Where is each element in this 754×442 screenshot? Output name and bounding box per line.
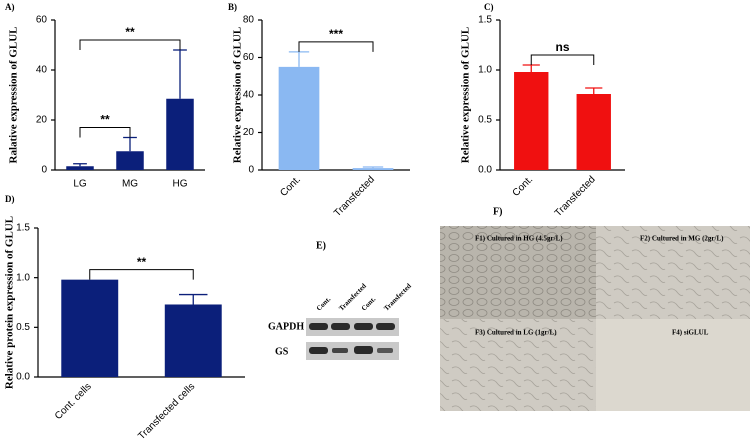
error-bar [522, 64, 540, 72]
micrograph-label: F2) Cultured in MG (2gr/L) [640, 235, 724, 243]
significance-bracket [89, 269, 194, 280]
micrograph [596, 319, 750, 411]
error-bar [123, 136, 137, 152]
panel-label: D) [5, 194, 15, 204]
y-tick-label: 1.0 [16, 272, 30, 283]
significance-label: ns [555, 40, 569, 54]
y-tick-label: 40 [243, 90, 255, 101]
bar [352, 168, 394, 170]
y-tick-label: 0 [41, 165, 47, 176]
error-bar [362, 166, 384, 169]
y-axis-title: Relative expression of GLUL [232, 27, 244, 163]
micrograph [440, 226, 596, 319]
blot-column-label: Cont. [315, 295, 333, 313]
micrograph-label: F1) Cultured in HG (4.5gr/L) [475, 235, 563, 243]
x-tick-label: Cont. [278, 174, 303, 199]
panel-label: B) [228, 2, 237, 12]
significance-bracket [298, 41, 374, 52]
x-tick-label: HG [173, 179, 188, 190]
significance-label: ** [100, 113, 110, 127]
y-axis-title: Ralative expression of GLUL [8, 27, 20, 164]
x-tick-label: Transfected cells [136, 381, 197, 442]
y-tick-label: 80 [243, 15, 255, 26]
panel-label: A) [5, 2, 15, 12]
panel-label: E) [316, 240, 326, 251]
y-axis-title: Relative expression of GLUL [460, 27, 472, 163]
x-tick-label: Cont. [511, 174, 536, 199]
significance-bracket [79, 39, 181, 50]
y-tick-label: 0.0 [16, 372, 30, 383]
blot-row-label: GAPDH [268, 321, 304, 332]
micrograph [440, 319, 596, 411]
y-tick-label: 1.0 [478, 65, 492, 76]
panel-label: C) [484, 2, 494, 12]
y-axis-title: Relative protein expression of GLUL [4, 216, 16, 389]
y-tick-label: 60 [36, 15, 48, 26]
significance-label: ** [137, 255, 147, 269]
bar [61, 279, 119, 377]
y-tick-label: 1.5 [478, 15, 492, 26]
y-tick-label: 20 [243, 127, 255, 138]
bar [164, 304, 222, 377]
y-tick-label: 0.0 [478, 165, 492, 176]
error-bar [288, 51, 310, 67]
blot-column-label: Transfected [382, 282, 413, 313]
significance-bracket [79, 127, 131, 138]
micrograph-label: F4) siGLUL [672, 329, 709, 337]
blot-bands [309, 323, 395, 354]
blot-row-label: GS [275, 346, 289, 357]
significance-label: ** [125, 25, 135, 39]
x-tick-label: MG [122, 179, 138, 190]
x-tick-label: Cont. cells [53, 381, 94, 422]
y-tick-label: 60 [243, 52, 255, 63]
bar [278, 66, 320, 170]
error-bar [173, 49, 187, 99]
panel-label: F) [493, 206, 502, 217]
bar [116, 151, 144, 170]
micrograph-label: F3) Cultured in LG (1gr/L) [475, 329, 557, 337]
x-tick-label: Transfected [553, 174, 598, 219]
blot-strip [306, 342, 399, 360]
y-tick-label: 0.5 [16, 322, 30, 333]
error-bar [585, 87, 603, 94]
y-tick-label: 20 [36, 115, 48, 126]
x-tick-label: Transfected [332, 174, 377, 219]
bar [66, 166, 94, 170]
bar [514, 72, 549, 170]
micrograph [596, 226, 750, 319]
blot-strip [306, 318, 399, 336]
significance-bracket [530, 54, 595, 65]
y-tick-label: 40 [36, 65, 48, 76]
significance-label: *** [329, 27, 343, 41]
bar [166, 98, 194, 170]
y-tick-label: 0.5 [478, 115, 492, 126]
error-bar [179, 293, 208, 305]
error-bar [73, 163, 87, 167]
y-tick-label: 1.5 [16, 223, 30, 234]
blot-column-label: Cont. [360, 295, 378, 313]
x-tick-label: LG [73, 179, 87, 190]
bar [576, 94, 611, 170]
y-tick-label: 0 [248, 165, 254, 176]
